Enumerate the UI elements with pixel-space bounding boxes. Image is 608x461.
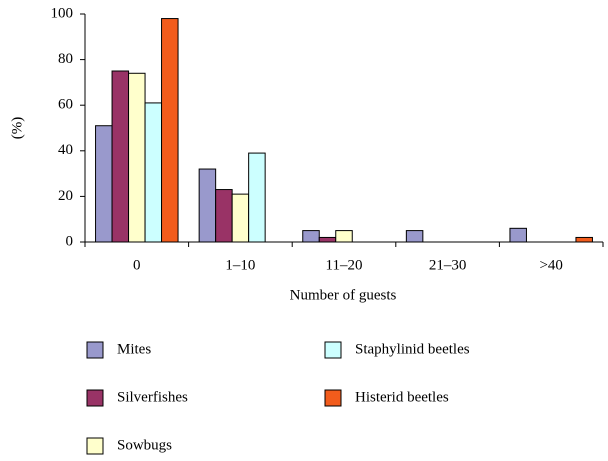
legend-swatch <box>86 341 104 359</box>
y-tick-label: 80 <box>58 51 73 67</box>
x-tick-label: 0 <box>133 257 141 273</box>
legend-label: Histerid beetles <box>355 389 449 405</box>
y-tick-label: 0 <box>66 233 74 249</box>
legend-label: Silverfishes <box>117 389 188 405</box>
bar <box>111 70 130 243</box>
x-tick-label: 11–20 <box>326 257 363 273</box>
legend-label: Staphylinid beetles <box>355 341 470 357</box>
bar <box>248 152 266 243</box>
bar <box>231 193 250 243</box>
bar <box>318 236 337 243</box>
bar <box>198 168 217 243</box>
bar <box>128 72 146 243</box>
y-tick-label: 60 <box>58 97 73 113</box>
bar <box>405 230 424 243</box>
bar <box>509 227 527 243</box>
bar <box>161 18 179 243</box>
y-tick-label: 20 <box>58 188 73 204</box>
legend-swatch <box>324 341 342 359</box>
x-tick-label: 1–10 <box>225 257 255 273</box>
bar <box>302 230 320 243</box>
y-tick-label: 100 <box>51 5 74 21</box>
legend-swatch <box>324 389 342 407</box>
y-axis-label: (%) <box>9 117 25 140</box>
legend-label: Sowbugs <box>117 437 172 453</box>
bar <box>335 230 353 243</box>
legend-swatch <box>86 437 104 455</box>
legend-swatch <box>86 389 104 407</box>
legend-label: Mites <box>117 341 151 357</box>
x-tick-label: >40 <box>539 257 562 273</box>
y-tick-label: 40 <box>58 142 73 158</box>
bar <box>575 236 593 243</box>
bar <box>215 189 233 243</box>
bar <box>95 125 113 243</box>
bar <box>144 102 163 243</box>
x-axis-label: Number of guests <box>290 287 397 303</box>
x-tick-label: 21–30 <box>429 257 467 273</box>
